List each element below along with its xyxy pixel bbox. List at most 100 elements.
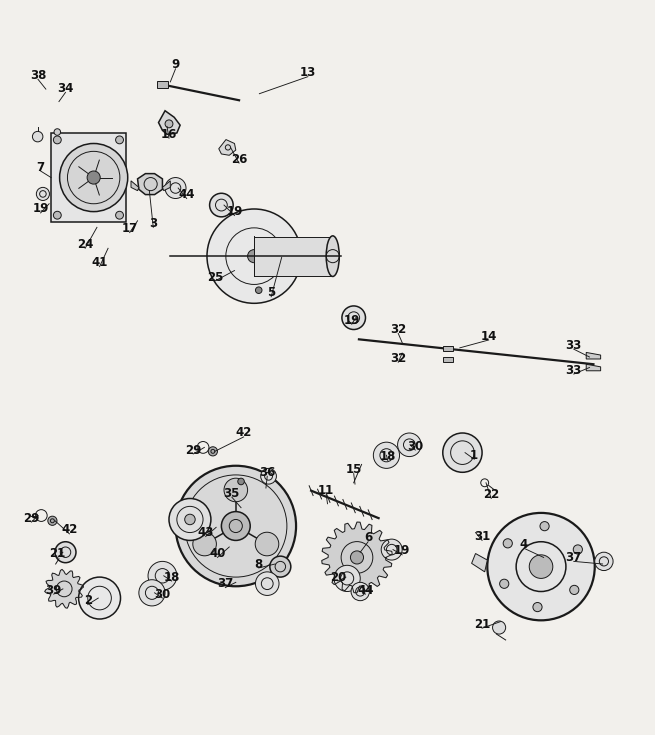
- Bar: [157, 81, 168, 88]
- Circle shape: [54, 129, 61, 135]
- Circle shape: [503, 539, 512, 548]
- Circle shape: [529, 555, 553, 578]
- Circle shape: [165, 178, 186, 198]
- Text: 36: 36: [259, 466, 275, 478]
- Circle shape: [60, 143, 128, 212]
- Circle shape: [540, 522, 549, 531]
- Text: 1: 1: [470, 449, 478, 462]
- Circle shape: [248, 250, 261, 262]
- Polygon shape: [138, 173, 162, 195]
- Text: 32: 32: [390, 323, 406, 336]
- Circle shape: [55, 542, 76, 563]
- Text: 19: 19: [394, 545, 410, 557]
- Text: 24: 24: [77, 238, 94, 251]
- Text: 20: 20: [330, 570, 346, 584]
- Text: 41: 41: [92, 257, 107, 269]
- Text: 19: 19: [227, 205, 242, 218]
- Text: 42: 42: [61, 523, 77, 537]
- Text: 22: 22: [483, 488, 499, 501]
- Circle shape: [334, 565, 360, 592]
- Circle shape: [487, 513, 595, 620]
- Circle shape: [493, 621, 506, 634]
- Circle shape: [533, 603, 542, 612]
- Polygon shape: [45, 570, 83, 608]
- Text: 11: 11: [318, 484, 334, 497]
- Text: 33: 33: [566, 339, 582, 352]
- Circle shape: [37, 187, 50, 201]
- Bar: [51, 133, 126, 222]
- Text: 2: 2: [84, 594, 92, 607]
- Text: 9: 9: [172, 58, 179, 71]
- Text: 29: 29: [24, 512, 39, 525]
- Text: 32: 32: [390, 352, 406, 365]
- Text: 4: 4: [520, 538, 528, 551]
- Circle shape: [350, 551, 364, 564]
- Circle shape: [443, 433, 482, 473]
- Text: 44: 44: [178, 188, 195, 201]
- Text: 31: 31: [474, 530, 490, 543]
- Circle shape: [54, 136, 62, 144]
- Circle shape: [208, 447, 217, 456]
- Circle shape: [139, 580, 165, 606]
- Text: 3: 3: [149, 217, 157, 230]
- Text: 8: 8: [255, 558, 263, 570]
- Text: 18: 18: [164, 570, 179, 584]
- Text: 17: 17: [122, 222, 138, 235]
- Text: 15: 15: [346, 463, 362, 476]
- Circle shape: [207, 209, 301, 304]
- Text: 14: 14: [480, 329, 496, 343]
- Bar: [443, 356, 453, 362]
- Circle shape: [224, 478, 248, 502]
- Polygon shape: [131, 181, 139, 190]
- Text: 40: 40: [210, 547, 225, 560]
- Text: 6: 6: [364, 531, 372, 545]
- Text: 19: 19: [32, 202, 48, 215]
- Bar: [254, 237, 333, 276]
- Text: 37: 37: [566, 551, 582, 564]
- Ellipse shape: [326, 236, 339, 276]
- Circle shape: [115, 136, 123, 144]
- Polygon shape: [219, 140, 236, 155]
- Text: 34: 34: [58, 82, 73, 95]
- Text: 44: 44: [357, 584, 374, 597]
- Polygon shape: [586, 365, 601, 370]
- Text: 37: 37: [217, 577, 233, 590]
- Polygon shape: [586, 353, 601, 359]
- Circle shape: [210, 193, 233, 217]
- Circle shape: [381, 539, 402, 560]
- Text: 26: 26: [231, 153, 248, 165]
- Text: 39: 39: [46, 584, 62, 597]
- Circle shape: [500, 579, 509, 589]
- Circle shape: [221, 512, 250, 540]
- Circle shape: [165, 120, 173, 128]
- Polygon shape: [159, 111, 180, 135]
- Circle shape: [193, 532, 216, 556]
- Circle shape: [169, 498, 211, 540]
- Text: 29: 29: [185, 443, 202, 456]
- Polygon shape: [472, 553, 487, 572]
- Circle shape: [255, 287, 262, 293]
- Circle shape: [54, 211, 62, 219]
- Circle shape: [255, 532, 279, 556]
- Circle shape: [87, 171, 100, 184]
- Circle shape: [398, 433, 421, 456]
- Circle shape: [342, 306, 365, 329]
- Circle shape: [261, 468, 276, 484]
- Circle shape: [573, 545, 582, 554]
- Text: 35: 35: [223, 487, 240, 500]
- Text: 42: 42: [236, 426, 252, 440]
- Circle shape: [33, 132, 43, 142]
- Circle shape: [238, 478, 244, 485]
- Circle shape: [176, 466, 296, 587]
- Circle shape: [570, 585, 579, 595]
- Text: 19: 19: [343, 314, 360, 327]
- Text: 30: 30: [407, 440, 423, 453]
- Circle shape: [595, 552, 613, 570]
- Text: 13: 13: [300, 66, 316, 79]
- Bar: [443, 346, 453, 351]
- Circle shape: [48, 516, 57, 526]
- Text: 43: 43: [198, 526, 214, 539]
- Text: 33: 33: [566, 364, 582, 376]
- Text: 21: 21: [474, 617, 490, 631]
- Circle shape: [115, 211, 123, 219]
